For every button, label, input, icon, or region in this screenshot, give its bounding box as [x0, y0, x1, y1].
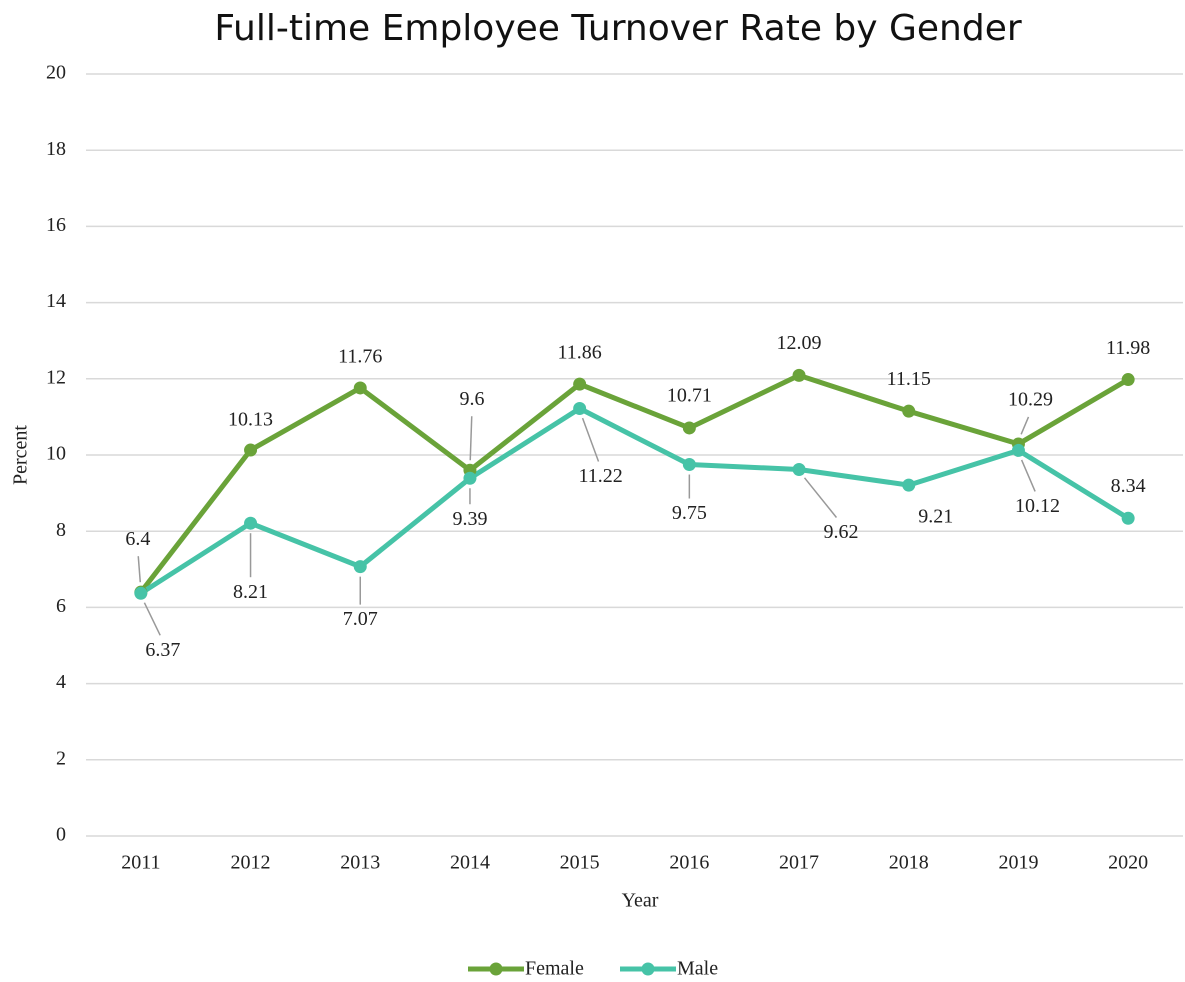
leader-line [803, 477, 838, 518]
y-axis-label: Percent [10, 425, 32, 485]
legend-label: Female [525, 958, 584, 980]
data-label: 7.07 [343, 608, 378, 630]
leader-line [1020, 459, 1036, 492]
y-tick-label: 20 [46, 62, 66, 84]
data-point [244, 443, 258, 457]
data-label: 9.6 [459, 388, 484, 410]
data-point [682, 458, 696, 472]
data-point [573, 377, 587, 391]
x-tick-label: 2020 [1108, 852, 1148, 874]
data-point [134, 586, 148, 600]
data-point [792, 462, 806, 476]
y-tick-label: 0 [56, 824, 66, 846]
y-tick-label: 12 [46, 366, 66, 388]
data-point [353, 381, 367, 395]
y-tick-label: 6 [56, 595, 66, 617]
y-tick-label: 4 [56, 671, 66, 693]
data-point [682, 421, 696, 435]
data-label: 11.22 [579, 465, 623, 487]
x-tick-label: 2014 [450, 852, 490, 874]
data-label: 9.62 [824, 521, 859, 543]
data-label: 9.39 [452, 508, 487, 530]
data-label: 6.37 [145, 639, 180, 661]
data-label: 9.21 [918, 506, 953, 528]
data-label: 11.15 [887, 368, 931, 390]
series-line [138, 372, 1130, 594]
leader-line [143, 602, 161, 636]
legend-label: Male [677, 958, 718, 980]
data-label: 10.13 [228, 409, 273, 431]
leader-line [469, 416, 473, 461]
data-label: 8.34 [1111, 475, 1146, 497]
data-point [902, 478, 916, 492]
y-tick-label: 14 [46, 290, 66, 312]
chart-title: Full-time Employee Turnover Rate by Gend… [214, 8, 1022, 49]
data-point [1121, 511, 1135, 525]
data-label: 10.71 [667, 385, 712, 407]
data-label: 8.21 [233, 581, 268, 603]
x-tick-label: 2015 [560, 852, 600, 874]
data-point [463, 471, 477, 485]
leader-line [1020, 416, 1030, 435]
data-point [353, 560, 367, 574]
y-tick-label: 16 [46, 214, 66, 236]
leader-line [137, 556, 142, 583]
data-point [792, 368, 806, 382]
y-tick-label: 8 [56, 519, 66, 541]
legend-marker [641, 962, 655, 976]
data-point [244, 516, 258, 530]
y-tick-label: 10 [46, 443, 66, 465]
x-tick-label: 2018 [889, 852, 929, 874]
leader-line [581, 417, 600, 462]
data-point [902, 404, 916, 418]
y-tick-label: 18 [46, 138, 66, 160]
x-tick-label: 2013 [340, 852, 380, 874]
data-point [1121, 373, 1135, 387]
x-axis-label: Year [622, 890, 659, 912]
data-label: 10.12 [1015, 495, 1060, 517]
data-label: 6.4 [125, 528, 150, 550]
data-point [1011, 443, 1025, 457]
series-line [139, 406, 1130, 596]
data-label: 11.98 [1106, 337, 1150, 359]
data-label: 11.86 [558, 342, 602, 364]
x-tick-label: 2012 [231, 852, 271, 874]
x-tick-label: 2016 [669, 852, 709, 874]
x-tick-label: 2011 [121, 852, 160, 874]
x-tick-label: 2017 [779, 852, 819, 874]
data-point [573, 402, 587, 416]
data-label: 12.09 [777, 332, 822, 354]
data-label: 9.75 [672, 502, 707, 524]
y-tick-label: 2 [56, 747, 66, 769]
data-label: 11.76 [338, 346, 382, 368]
legend-marker [489, 962, 503, 976]
data-label: 10.29 [1008, 389, 1053, 411]
x-tick-label: 2019 [998, 852, 1038, 874]
